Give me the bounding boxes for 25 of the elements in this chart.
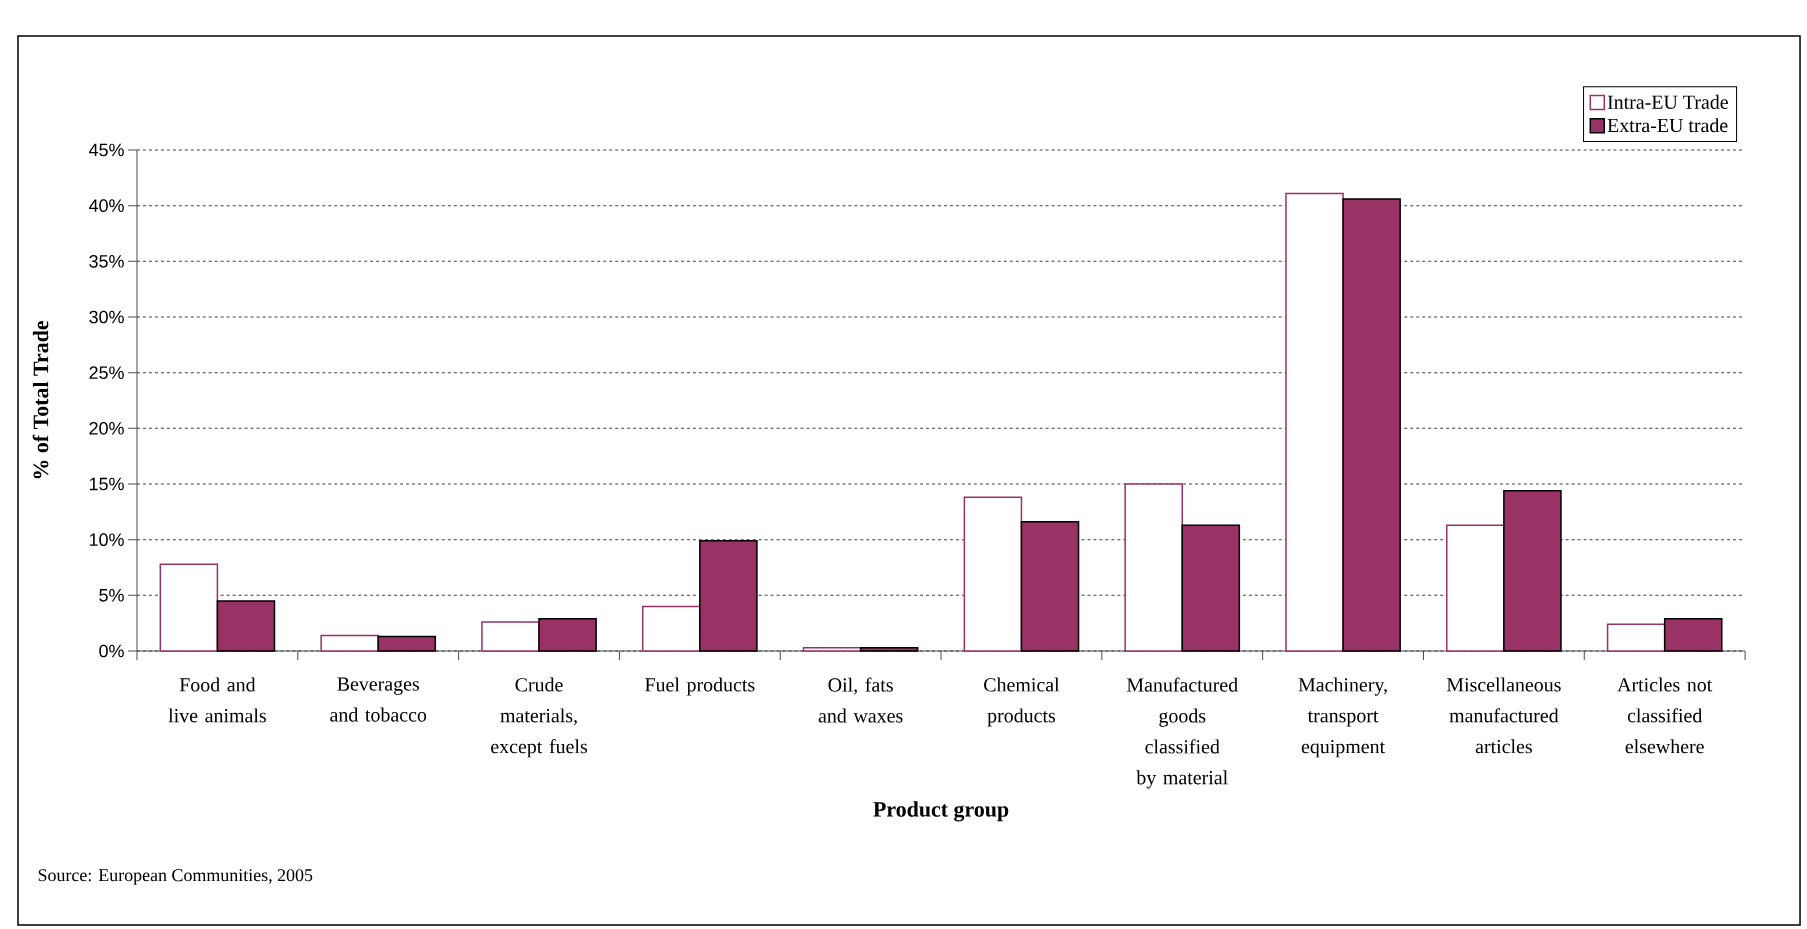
y-tick-label: 0% xyxy=(99,644,124,658)
x-tick-label: Oil, fats and waxes xyxy=(818,677,903,723)
y-tick-label: 20% xyxy=(89,421,124,435)
x-tick-label: Beverages and tobacco xyxy=(330,677,427,722)
x-tick-label: Manufactured goods classified by material xyxy=(1126,677,1238,789)
x-tick-label: Articles not classified elsewhere xyxy=(1617,677,1713,754)
y-tick-label: 30% xyxy=(89,310,124,324)
y-tick-label: 5% xyxy=(99,589,124,602)
x-tick-label: Machinery, transport equipment xyxy=(1298,677,1387,758)
y-tick-label: 10% xyxy=(89,533,124,547)
y-tick-label: 45% xyxy=(89,143,124,157)
y-tick-label: 25% xyxy=(89,366,124,379)
y-tick-label: 15% xyxy=(89,477,124,491)
x-tick-label: Miscellaneous manufactured articles xyxy=(1446,677,1561,754)
x-tick-label: Food and live animals xyxy=(168,677,266,723)
y-tick-label: 35% xyxy=(89,254,124,268)
y-tick-label: 40% xyxy=(89,199,124,212)
x-tick-label: Chemical products xyxy=(984,677,1060,727)
x-tick-label: Fuel products xyxy=(645,677,755,696)
x-tick-label: Crude materials, except fuels xyxy=(491,677,587,758)
legend-label: Extra-EU trade xyxy=(1607,118,1728,133)
legend-label: Intra-EU Trade xyxy=(1607,94,1728,109)
source-note: Source: European Communities, 2005 xyxy=(38,869,313,885)
x-axis-title: Product group xyxy=(873,801,1009,822)
y-axis-title: % of Total Trade xyxy=(32,321,49,479)
